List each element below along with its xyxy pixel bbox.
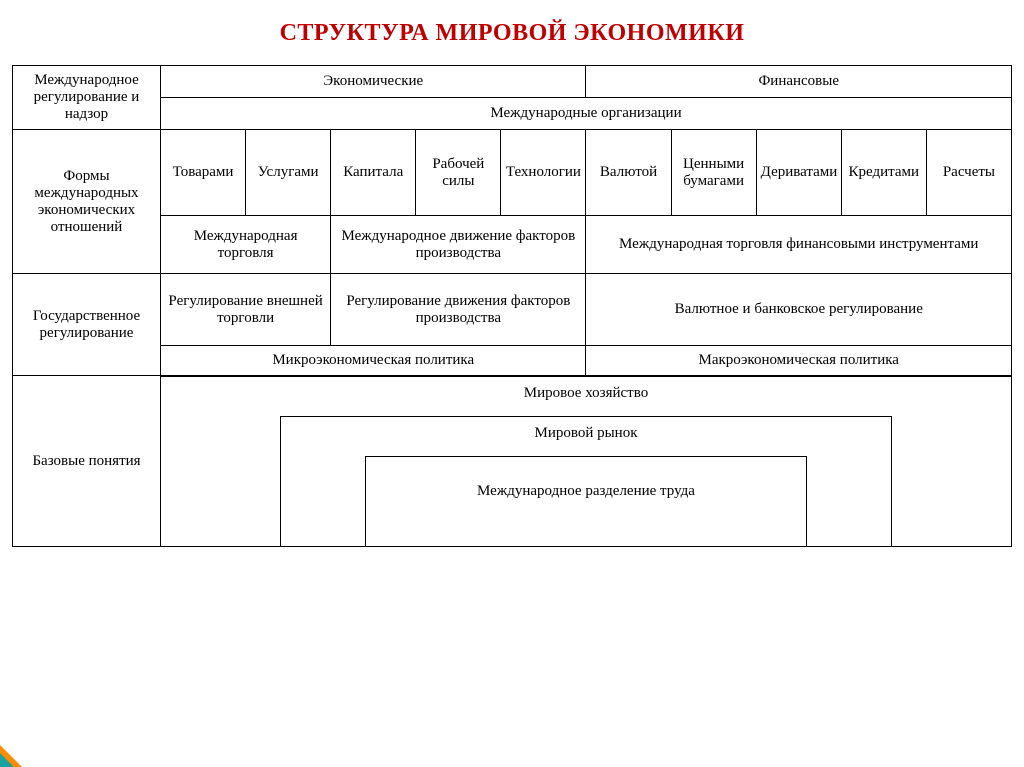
nested-world-market: Мировой рынок (281, 417, 891, 450)
cell-labor: Рабочей силы (416, 130, 501, 216)
rowhead-regulation: Международное регулирование и надзор (13, 66, 161, 130)
page-title: СТРУКТУРА МИРОВОЙ ЭКОНОМИКИ (10, 20, 1014, 47)
cell-curr-bank: Валютное и банковское регулирование (586, 274, 1012, 346)
nested-world-economy: Мировое хозяйство (161, 377, 1011, 410)
cell-fin-instruments: Международная торговля финансовыми инстр… (586, 216, 1012, 274)
cell-micro: Микроэкономическая политика (161, 346, 586, 376)
corner-accent-icon (0, 745, 22, 767)
structure-table: Международное регулирование и надзор Эко… (12, 65, 1012, 547)
cell-financial: Финансовые (586, 66, 1012, 98)
cell-reg-trade: Регулирование внешней торговли (161, 274, 331, 346)
rowhead-basic-concepts: Базовые понятия (13, 376, 161, 547)
cell-settlements: Расчеты (926, 130, 1011, 216)
cell-factors-movement: Международное движение факторов производ… (331, 216, 586, 274)
nested-pyramid: Мировое хозяйство Мировой рынок Междунар… (161, 376, 1011, 546)
rowhead-state-regulation: Государственное регулирование (13, 274, 161, 376)
cell-securities: Ценными бумагами (671, 130, 756, 216)
cell-intl-trade: Международная торговля (161, 216, 331, 274)
cell-goods: Товарами (161, 130, 246, 216)
cell-macro: Макроэкономическая политика (586, 346, 1012, 376)
cell-reg-factors: Регулирование движения факторов производ… (331, 274, 586, 346)
cell-intl-org: Международные организации (161, 98, 1012, 130)
cell-economic: Экономические (161, 66, 586, 98)
nested-intl-div-labor: Международное разделение труда (366, 457, 806, 508)
cell-credits: Кредитами (841, 130, 926, 216)
cell-services: Услугами (246, 130, 331, 216)
cell-derivatives: Дериватами (756, 130, 841, 216)
cell-tech: Технологии (501, 130, 586, 216)
rowhead-forms: Формы международных экономических отноше… (13, 130, 161, 274)
cell-capital: Капитала (331, 130, 416, 216)
cell-currency: Валютой (586, 130, 671, 216)
